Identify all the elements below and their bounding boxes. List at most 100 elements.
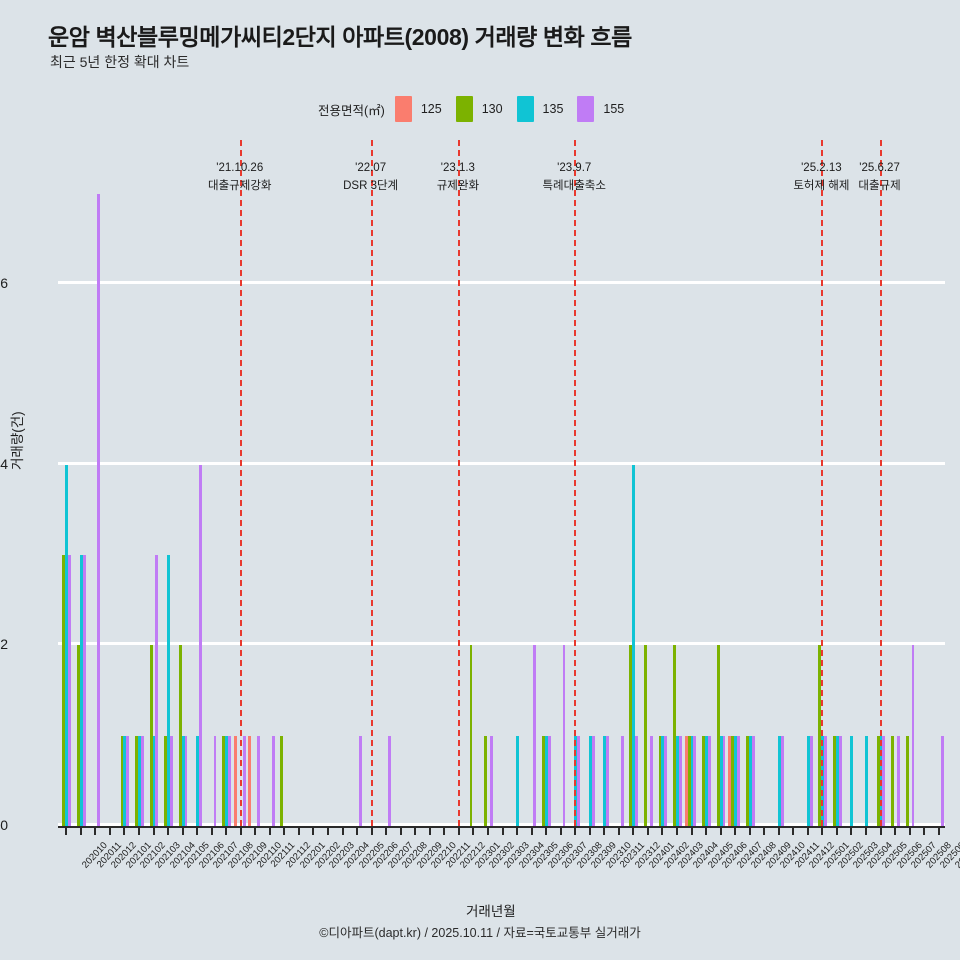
bar-135-202404[interactable] — [675, 735, 679, 826]
bar-135-202505[interactable] — [865, 735, 868, 826]
bar-155-202408[interactable] — [737, 735, 740, 826]
bar-135-202102[interactable] — [123, 735, 127, 826]
bar-135-202307[interactable] — [545, 735, 549, 826]
bar-155-202109[interactable] — [228, 735, 232, 826]
bar-125-202408[interactable] — [728, 735, 732, 826]
bar-155-202503[interactable] — [838, 735, 842, 826]
bar-155-202506[interactable] — [882, 735, 886, 826]
bar-135-202504[interactable] — [850, 735, 854, 826]
bar-155-202303[interactable] — [489, 735, 493, 826]
bar-130-202507[interactable] — [891, 735, 895, 826]
bar-135-202310[interactable] — [588, 735, 592, 826]
bar-155-202106[interactable] — [184, 735, 188, 826]
bar-155-202501[interactable] — [809, 735, 813, 826]
bar-155-202309[interactable] — [577, 735, 581, 826]
bar-125-202405[interactable] — [684, 735, 688, 826]
bar-130-202408[interactable] — [731, 735, 735, 826]
bar-135-202011[interactable] — [79, 555, 83, 826]
bar-155-202401[interactable] — [635, 735, 639, 826]
bar-155-202107[interactable] — [199, 464, 202, 826]
bar-155-202012[interactable] — [97, 194, 101, 826]
bar-130-202307[interactable] — [542, 735, 546, 826]
bar-130-202010[interactable] — [62, 555, 66, 826]
bar-155-202310[interactable] — [591, 735, 595, 826]
bar-135-202405[interactable] — [690, 735, 694, 826]
bar-130-202508[interactable] — [905, 735, 909, 826]
bar-130-202011[interactable] — [76, 645, 80, 826]
bar-155-202403[interactable] — [664, 735, 668, 826]
bar-155-202508[interactable] — [911, 645, 915, 826]
bar-130-202405[interactable] — [687, 735, 691, 826]
bar-155-202402[interactable] — [649, 735, 653, 826]
bar-135-202107[interactable] — [196, 735, 200, 826]
legend-item-125[interactable]: 125 — [394, 96, 442, 122]
bar-155-202409[interactable] — [751, 735, 755, 826]
bar-155-202010[interactable] — [68, 555, 72, 826]
bar-135-202503[interactable] — [835, 735, 839, 826]
bar-130-202403[interactable] — [658, 735, 662, 826]
bar-155-202112[interactable] — [271, 735, 275, 826]
bar-155-202502[interactable] — [824, 735, 828, 826]
bar-155-202306[interactable] — [533, 645, 537, 826]
bar-135-202501[interactable] — [806, 735, 810, 826]
bar-155-202208[interactable] — [388, 735, 391, 826]
legend-item-155[interactable]: 155 — [577, 96, 624, 122]
bar-155-202103[interactable] — [140, 735, 144, 826]
bar-155-202308[interactable] — [562, 645, 566, 826]
bar-135-202408[interactable] — [734, 735, 738, 826]
bar-155-202111[interactable] — [257, 735, 261, 826]
bar-135-202103[interactable] — [137, 735, 141, 826]
bar-155-202011[interactable] — [82, 555, 86, 826]
bar-135-202105[interactable] — [167, 555, 170, 826]
bar-135-202106[interactable] — [181, 735, 185, 826]
bar-135-202104[interactable] — [152, 735, 156, 826]
bar-155-202311[interactable] — [606, 735, 610, 826]
bar-130-202402[interactable] — [644, 645, 647, 826]
bar-130-202109[interactable] — [222, 735, 226, 826]
bar-135-202407[interactable] — [719, 735, 723, 826]
bar-130-202401[interactable] — [629, 645, 633, 826]
bar-155-202411[interactable] — [780, 735, 784, 826]
bar-135-202411[interactable] — [777, 735, 781, 826]
bar-130-202407[interactable] — [716, 645, 720, 826]
bar-155-202404[interactable] — [678, 735, 682, 826]
bar-155-202507[interactable] — [897, 735, 900, 826]
bar-155-202110[interactable] — [242, 735, 246, 826]
bar-135-202305[interactable] — [516, 735, 519, 826]
bar-130-202406[interactable] — [702, 735, 706, 826]
bar-130-202105[interactable] — [164, 735, 168, 826]
bar-130-202409[interactable] — [745, 735, 749, 826]
legend-item-135[interactable]: 135 — [516, 96, 563, 122]
bar-155-202312[interactable] — [620, 735, 624, 826]
bar-135-202109[interactable] — [225, 735, 229, 826]
bar-135-202406[interactable] — [705, 735, 708, 826]
bar-155-202206[interactable] — [358, 735, 362, 826]
bar-130-202201[interactable] — [280, 735, 284, 826]
bar-130-202102[interactable] — [120, 735, 124, 826]
bar-155-202102[interactable] — [126, 735, 130, 826]
bar-135-202409[interactable] — [748, 735, 752, 826]
bar-155-202108[interactable] — [213, 735, 217, 826]
bar-135-202403[interactable] — [661, 735, 665, 826]
bar-130-202303[interactable] — [484, 735, 487, 826]
bar-130-202104[interactable] — [149, 645, 153, 826]
bar-155-202405[interactable] — [693, 735, 697, 826]
bar-130-202106[interactable] — [178, 645, 182, 826]
bar-155-202407[interactable] — [722, 735, 726, 826]
bar-135-202401[interactable] — [632, 464, 636, 826]
bar-130-202404[interactable] — [673, 645, 676, 826]
bar-130-202506[interactable] — [876, 735, 880, 826]
bar-130-202302[interactable] — [469, 645, 473, 826]
bar-125-202111[interactable] — [248, 735, 252, 826]
bar-130-202103[interactable] — [135, 735, 138, 826]
bar-130-202502[interactable] — [818, 645, 822, 826]
legend-item-130[interactable]: 130 — [455, 96, 503, 122]
bar-155-202406[interactable] — [707, 735, 711, 826]
bar-155-202510[interactable] — [940, 735, 944, 826]
bar-155-202307[interactable] — [548, 735, 551, 826]
bar-125-202110[interactable] — [233, 735, 237, 826]
bar-135-202311[interactable] — [603, 735, 607, 826]
bar-135-202010[interactable] — [65, 464, 69, 826]
bar-155-202104[interactable] — [155, 555, 159, 826]
bar-130-202503[interactable] — [833, 735, 836, 826]
